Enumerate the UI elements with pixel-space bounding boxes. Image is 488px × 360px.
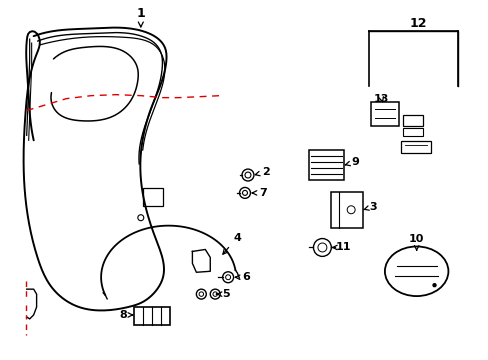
Bar <box>134 307 169 325</box>
Bar <box>400 141 429 153</box>
Text: 2: 2 <box>255 167 269 177</box>
Text: 7: 7 <box>252 188 266 198</box>
Text: 4: 4 <box>223 233 241 254</box>
Text: 12: 12 <box>409 17 427 30</box>
Text: 11: 11 <box>331 243 350 252</box>
Bar <box>309 150 344 180</box>
Text: 10: 10 <box>408 234 424 251</box>
Bar <box>402 129 422 136</box>
Bar <box>402 114 422 126</box>
Text: 8: 8 <box>119 310 133 320</box>
Text: 5: 5 <box>216 289 229 299</box>
Text: 1: 1 <box>136 7 145 27</box>
Text: 6: 6 <box>235 272 249 282</box>
Bar <box>142 188 163 206</box>
Text: 13: 13 <box>373 94 388 104</box>
Circle shape <box>432 284 435 287</box>
Text: 9: 9 <box>345 157 358 167</box>
Bar <box>370 102 398 126</box>
Bar <box>331 192 362 228</box>
Text: 3: 3 <box>363 202 376 212</box>
